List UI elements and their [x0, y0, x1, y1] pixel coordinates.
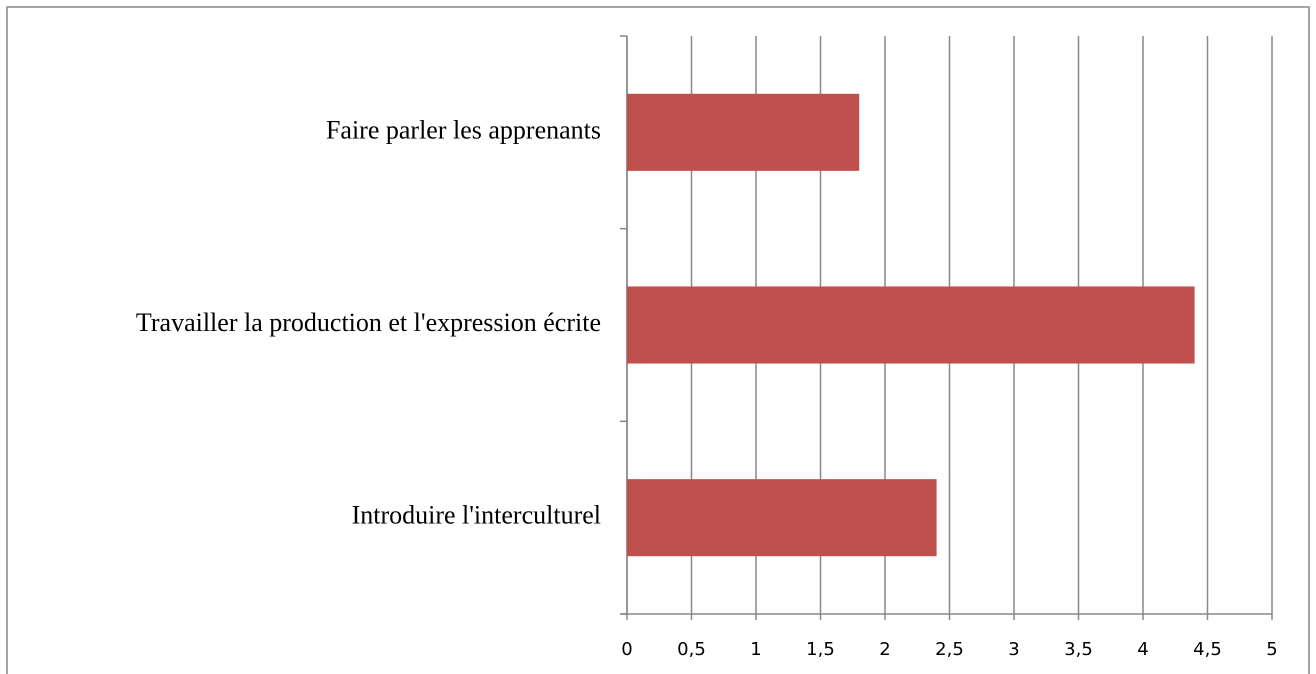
x-tick-label: 5	[1266, 639, 1277, 660]
x-tick-label: 4	[1137, 639, 1148, 660]
x-tick-label: 4,5	[1193, 639, 1222, 660]
bar	[627, 93, 860, 171]
bar	[627, 286, 1195, 364]
x-tick-label: 2,5	[935, 639, 964, 660]
x-tick-label: 1	[750, 639, 761, 660]
x-tick-label: 3	[1008, 639, 1019, 660]
x-tick-label: 0,5	[677, 639, 706, 660]
x-tick-label: 2	[879, 639, 890, 660]
x-tick-label: 1,5	[806, 639, 835, 660]
bar	[627, 479, 937, 557]
x-tick-label: 0	[621, 639, 632, 660]
y-tick-label: Travailler la production et l'expression…	[136, 308, 601, 337]
y-tick-label: Faire parler les apprenants	[326, 115, 601, 144]
x-tick-label: 3,5	[1064, 639, 1093, 660]
chart-frame	[6, 6, 1310, 674]
y-tick-label: Introduire l'interculturel	[352, 501, 601, 530]
